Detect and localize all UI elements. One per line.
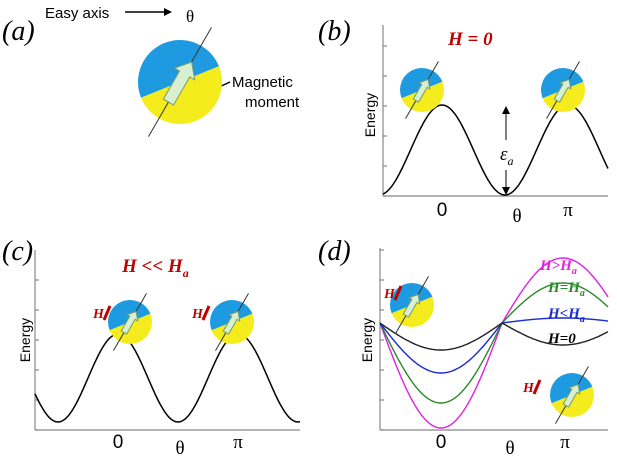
easy-axis-label: Easy axis bbox=[45, 5, 109, 22]
arrow-head bbox=[502, 106, 510, 114]
field-arrow bbox=[203, 306, 209, 320]
field-icon-label: H bbox=[522, 381, 535, 396]
curve-label: H=0 bbox=[547, 331, 576, 347]
moment-icon bbox=[386, 50, 459, 130]
field-arrow bbox=[534, 380, 540, 394]
y-label: Energy bbox=[362, 93, 378, 137]
moment-icon bbox=[196, 282, 269, 362]
subscript: a bbox=[580, 314, 585, 325]
barrier-label: εa bbox=[500, 144, 514, 168]
moment-icon bbox=[527, 50, 600, 130]
x-tick-label: θ bbox=[505, 438, 514, 459]
subscript: a bbox=[183, 266, 189, 280]
field-icon-label: H bbox=[383, 287, 396, 302]
subscript: a bbox=[572, 266, 577, 277]
energy-curve bbox=[383, 105, 608, 195]
main: H>H bbox=[539, 258, 573, 274]
y-label: Energy bbox=[359, 318, 375, 362]
field-icon-label: H bbox=[191, 307, 204, 322]
theta-label: θ bbox=[186, 7, 194, 26]
panel-label: (a) bbox=[2, 16, 35, 47]
panel-label: (b) bbox=[318, 16, 351, 47]
moment-icon bbox=[376, 265, 449, 345]
energy-curve bbox=[35, 334, 300, 422]
curve-label: H>Ha bbox=[539, 258, 577, 277]
x-tick-label: 0 bbox=[113, 432, 124, 453]
x-tick-label: 0 bbox=[436, 432, 447, 453]
y-label: Energy bbox=[17, 318, 33, 362]
moment-label: moment bbox=[245, 94, 300, 111]
field-label: H << Ha bbox=[121, 256, 189, 280]
moment-icon bbox=[536, 355, 609, 435]
main: H<H bbox=[547, 306, 581, 322]
figure: (a) Easy axis θ Magnetic moment (b) H = … bbox=[0, 0, 617, 459]
arrow-head bbox=[164, 8, 172, 16]
subscript: a bbox=[508, 154, 514, 168]
subscript: a bbox=[580, 288, 585, 299]
x-tick-label: π bbox=[563, 200, 573, 221]
x-tick-label: π bbox=[560, 432, 570, 453]
x-tick-label: θ bbox=[512, 206, 521, 227]
panel-label: (d) bbox=[318, 236, 351, 267]
field-label: H = 0 bbox=[447, 29, 493, 50]
main: H=0 bbox=[547, 331, 576, 347]
main: H << H bbox=[121, 256, 184, 277]
field-icon-label: H bbox=[92, 307, 105, 322]
x-tick-label: θ bbox=[175, 438, 184, 459]
curve-label: H=Ha bbox=[547, 280, 585, 299]
x-tick-label: 0 bbox=[437, 200, 448, 221]
panel-label: (c) bbox=[2, 236, 33, 267]
x-tick-label: π bbox=[233, 432, 243, 453]
moment-icon bbox=[94, 282, 167, 362]
moment-label: Magnetic bbox=[232, 74, 293, 91]
curve-label: H<Ha bbox=[547, 306, 585, 325]
main: H=H bbox=[547, 280, 581, 296]
